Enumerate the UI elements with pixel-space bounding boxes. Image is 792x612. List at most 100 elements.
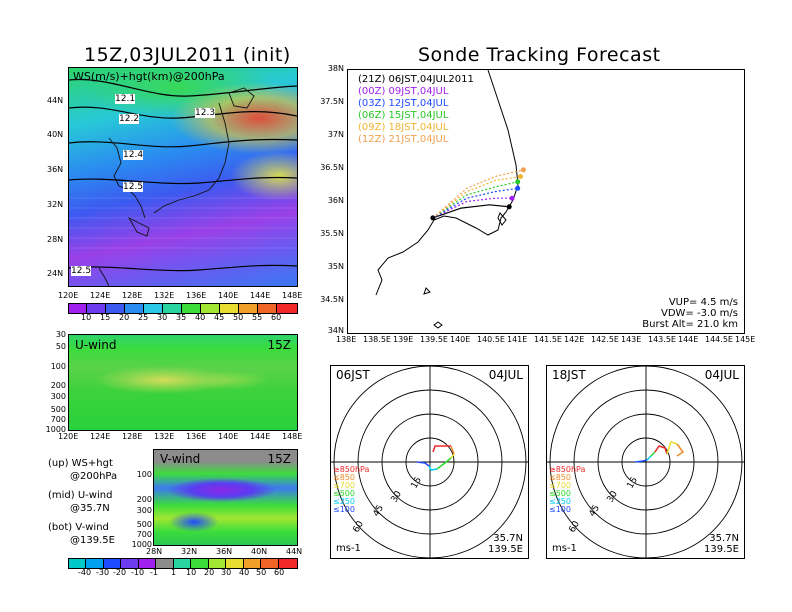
pressure-legend: ≥850hPa ≤850 ≤700 ≤500 ≤250 ≤100 — [549, 466, 585, 514]
x-tick: 36N — [216, 547, 233, 556]
x-tick: 132E — [154, 291, 175, 300]
x-tick: 140E — [450, 335, 471, 344]
note-up: (up) WS+hgt — [48, 458, 113, 469]
y-tick: 100 — [50, 362, 66, 371]
y-tick: 1000 — [45, 425, 66, 434]
param-burst: Burst Alt= 21.0 km — [642, 319, 738, 330]
y-tick: 100 — [136, 470, 152, 479]
u-wind-x-ticks: 120E 124E 128E 132E 136E 140E 144E 148E — [58, 432, 308, 442]
track-map-panel: (21Z) 06JST,04JUL2011 (00Z) 09JST,04JUL … — [347, 69, 745, 334]
note-mid: (mid) U-wind — [48, 490, 113, 501]
y-tick: 200 — [136, 495, 152, 504]
y-tick: 24N — [47, 269, 64, 278]
x-tick: 144.5E — [705, 335, 733, 344]
upper-colorbar — [68, 303, 298, 314]
trajectory-line — [432, 169, 524, 219]
x-tick: 139E — [393, 335, 414, 344]
cb-label: 20 — [204, 568, 215, 577]
u-wind-title: U-wind — [75, 338, 117, 352]
x-tick: 44N — [286, 547, 303, 556]
contour-label: 12.2 — [119, 114, 140, 124]
param-vdw: VDW= -3.0 m/s — [661, 308, 738, 319]
pressure-legend: ≥850hPa ≤850 ≤700 ≤500 ≤250 ≤100 — [333, 466, 369, 514]
x-tick: 148E — [282, 291, 303, 300]
pressure-legend-item: ≤850 — [549, 473, 571, 482]
note-mid-sub: @35.7N — [70, 503, 110, 514]
cb-label: 1 — [171, 568, 177, 577]
v-wind-panel: V-wind 15Z — [153, 449, 298, 546]
x-tick: 144E — [250, 291, 271, 300]
trajectory-line — [432, 197, 513, 219]
cb-label: 60 — [271, 313, 282, 322]
pressure-legend-item: ≤250 — [549, 497, 571, 506]
y-tick: 36N — [327, 196, 344, 205]
v-wind-y-ticks: 100 200 300 500 700 1000 — [126, 470, 152, 550]
u-wind-panel: U-wind 15Z — [68, 334, 298, 431]
cb-label: 30 — [221, 568, 232, 577]
polar-date: 04JUL — [704, 368, 739, 382]
legend-item: (21Z) 06JST,04JUL2011 — [358, 74, 474, 85]
x-tick: 144E — [678, 335, 699, 344]
landing-point — [515, 185, 521, 191]
right-title: Sonde Tracking Forecast — [418, 44, 661, 66]
track-x-ticks: 138E 138.5E 139E 139.5E 140E 140.5E 141E… — [336, 335, 756, 345]
trajectory-line — [432, 175, 521, 219]
upper-colorbar-labels: 10 15 20 25 30 35 40 45 50 55 60 — [68, 313, 298, 323]
notes: (up) WS+hgt @200hPa (mid) U-wind @35.7N … — [48, 458, 148, 558]
y-tick: 50 — [55, 342, 66, 351]
cb-label: 40 — [239, 568, 250, 577]
y-tick: 37.5N — [320, 97, 344, 106]
x-tick: 138E — [336, 335, 357, 344]
x-tick: 32N — [181, 547, 198, 556]
launch-params: VUP= 4.5 m/s VDW= -3.0 m/s Burst Alt= 21… — [642, 297, 738, 330]
y-tick: 36.5N — [320, 163, 344, 172]
cb-label: 50 — [233, 313, 244, 322]
left-title: 15Z,03JUL2011 (init) — [84, 44, 291, 66]
polar-date: 04JUL — [488, 368, 523, 382]
x-tick: 141.5E — [534, 335, 562, 344]
y-tick: 40N — [47, 130, 64, 139]
note-bot-sub: @139.5E — [70, 535, 115, 546]
v-wind-x-ticks: 28N 32N 36N 40N 44N — [146, 547, 306, 557]
cb-label: 40 — [195, 313, 206, 322]
pressure-legend-item: ≤700 — [333, 481, 355, 490]
x-tick: 40N — [251, 547, 268, 556]
y-tick: 38N — [327, 64, 344, 73]
y-tick: 35.5N — [320, 229, 344, 238]
y-tick: 37N — [327, 130, 344, 139]
note-bot: (bot) V-wind — [48, 522, 109, 533]
landing-point — [520, 167, 526, 173]
track-legend: (21Z) 06JST,04JUL2011 (00Z) 09JST,04JUL … — [358, 74, 474, 146]
x-tick: 136E — [186, 291, 207, 300]
y-tick: 36N — [47, 165, 64, 174]
cb-label: 50 — [256, 568, 267, 577]
upper-map-panel: WS(m/s)+hgt(km)@200hPa 12.1 12.2 12.3 12… — [68, 67, 298, 287]
contour-label: 12.3 — [195, 108, 216, 118]
v-wind-time: 15Z — [267, 452, 292, 466]
y-tick: 32N — [47, 200, 64, 209]
polar-lon: 139.5E — [488, 544, 523, 555]
legend-item: (03Z) 12JST,04JUL — [358, 98, 449, 109]
lower-colorbar — [68, 558, 298, 569]
landing-point — [515, 179, 521, 185]
param-vup: VUP= 4.5 m/s — [668, 297, 738, 308]
pressure-legend-item: ≤100 — [333, 505, 355, 514]
x-tick: 128E — [122, 291, 143, 300]
polar-location: 35.7N 139.5E — [704, 533, 739, 555]
y-tick: 34N — [327, 326, 344, 335]
polar-time: 18JST — [552, 368, 586, 382]
y-tick: 34.5N — [320, 295, 344, 304]
pressure-legend-item: ≤100 — [549, 505, 571, 514]
x-tick: 144E — [250, 432, 271, 441]
x-tick: 140.5E — [477, 335, 505, 344]
x-tick: 141E — [507, 335, 528, 344]
polar-time: 06JST — [336, 368, 370, 382]
cb-label: 45 — [214, 313, 225, 322]
pressure-legend-item: ≤500 — [333, 489, 355, 498]
y-tick: 500 — [50, 405, 66, 414]
legend-item: (06Z) 15JST,04JUL — [358, 110, 449, 121]
trajectory-line — [432, 204, 510, 219]
x-tick: 28N — [146, 547, 163, 556]
upper-x-ticks: 120E 124E 128E 132E 136E 140E 144E 148E — [58, 291, 308, 301]
x-tick: 136E — [186, 432, 207, 441]
